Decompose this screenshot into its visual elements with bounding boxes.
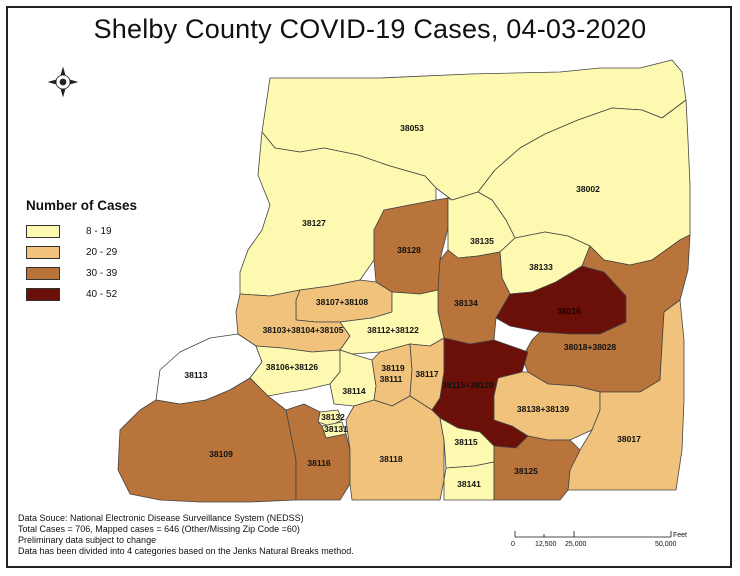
label-38106-38126: 38106+38126 [266, 362, 319, 372]
scale-tick-50000: 50,000 [655, 541, 677, 548]
legend-item: 20 - 29 [26, 245, 117, 259]
footer-preliminary: Preliminary data subject to change [18, 535, 157, 545]
scale-bar [514, 531, 672, 538]
scale-tick-12500: 12,500 [535, 541, 557, 548]
label-38125: 38125 [514, 466, 538, 476]
label-38134: 38134 [454, 298, 478, 308]
region-38116[interactable] [285, 403, 351, 501]
scale-unit: Feet [673, 532, 688, 539]
label-38017: 38017 [617, 434, 641, 444]
label-38112-38122: 38112+38122 [367, 325, 419, 335]
legend-swatch [26, 287, 60, 301]
label-38016: 38016 [557, 306, 581, 316]
footer-totals: Total Cases = 706, Mapped cases = 646 (O… [18, 524, 300, 534]
north-arrow-icon [47, 66, 79, 98]
legend-title: Number of Cases [26, 198, 138, 213]
label-38127: 38127 [302, 218, 326, 228]
legend-item: 30 - 39 [26, 266, 117, 280]
region-38134[interactable] [437, 249, 511, 345]
label-38117: 38117 [415, 369, 438, 379]
label-38119: 38119 [381, 363, 404, 373]
label-38135: 38135 [470, 236, 494, 246]
footer-method: Data has been divided into 4 categories … [18, 546, 354, 556]
legend-item: 8 - 19 [26, 224, 112, 238]
label-38132: 38132 [321, 412, 345, 422]
footer-source: Data Souce: National Electronic Disease … [18, 513, 304, 523]
label-38107-38108: 38107+38108 [316, 297, 369, 307]
region-38125[interactable] [493, 435, 581, 501]
legend-item: 40 - 52 [26, 287, 117, 301]
legend-swatch [26, 245, 60, 259]
scale-tick-25000: 25,000 [565, 541, 587, 548]
label-38131: 38131 [324, 424, 348, 434]
label-38103-38104-38105: 38103+38104+38105 [263, 325, 344, 335]
label-38114: 38114 [342, 386, 365, 396]
map-title: Shelby County COVID-19 Cases, 04-03-2020 [93, 14, 647, 44]
legend-label: 20 - 29 [86, 246, 118, 258]
legend-swatch [26, 266, 60, 280]
scale-tick-0: 0 [511, 541, 515, 548]
region-38141[interactable] [443, 461, 495, 501]
legend-label: 40 - 52 [86, 288, 118, 300]
label-38128: 38128 [397, 245, 421, 255]
label-38111: 38111 [380, 374, 403, 384]
region-38118[interactable] [345, 395, 445, 501]
label-38141: 38141 [457, 479, 481, 489]
label-38109: 38109 [209, 449, 233, 459]
legend-label: 30 - 39 [86, 267, 118, 279]
label-38002: 38002 [576, 184, 600, 194]
label-38115-38120: 38115+38120 [442, 380, 494, 390]
label-38138-38139: 38138+38139 [517, 404, 570, 414]
label-38115: 38115 [454, 437, 477, 447]
label-38053: 38053 [400, 123, 424, 133]
label-38018-38028: 38018+38028 [564, 342, 617, 352]
label-38113: 38113 [184, 370, 207, 380]
legend-label: 8 - 19 [86, 225, 112, 237]
legend-swatch [26, 224, 60, 238]
region-38017[interactable] [567, 299, 685, 491]
label-38116: 38116 [307, 458, 330, 468]
label-38118: 38118 [379, 454, 402, 464]
label-38133: 38133 [529, 262, 553, 272]
